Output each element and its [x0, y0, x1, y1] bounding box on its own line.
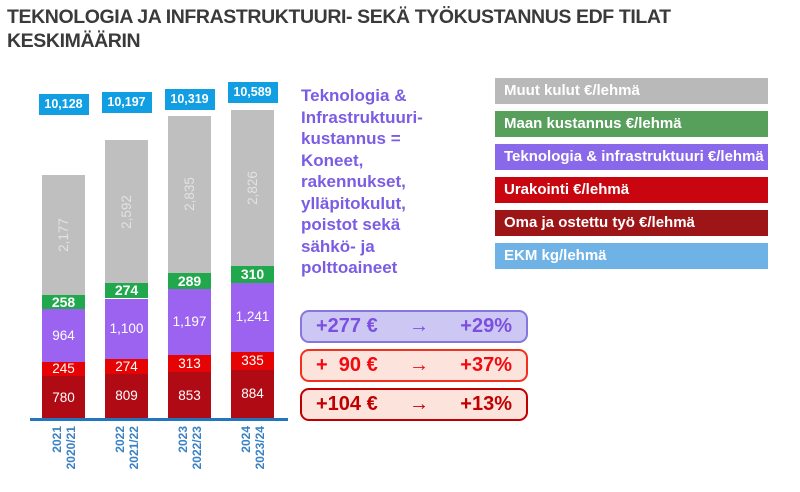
stacked-bar-chart: 780 245 964 258 2,177 10,128 2021 2020/21 809 27…: [0, 0, 320, 492]
bar-segment-label: 335: [241, 352, 264, 368]
bar-segment: [105, 140, 148, 284]
x-axis-label: 2021 2020/21: [49, 426, 78, 470]
bar-segment-label: 258: [51, 294, 76, 310]
change-box: +277 € → +29%: [300, 310, 528, 343]
bar-segment: [231, 110, 274, 267]
bar-segment-label: 853: [178, 387, 201, 403]
bar-segment: [42, 174, 85, 295]
bar-segment-label: 2,835: [181, 177, 197, 212]
bar-segment: 853: [168, 371, 211, 419]
bar-segment: 1,197: [168, 288, 211, 355]
change-summary: +277 € → +29% + 90 € → +37% +104 € → +13%: [300, 310, 528, 427]
x-axis-label: 2024 2023/24: [238, 426, 267, 470]
bar-segment-label: 274: [115, 359, 138, 375]
legend-item: Oma ja ostettu työ €/lehmä: [495, 210, 768, 236]
bar-segment: 780: [42, 375, 85, 419]
bar-segment-label: 245: [52, 361, 75, 377]
bar-segment-label: 289: [177, 272, 202, 289]
change-percent: +37%: [460, 354, 512, 376]
bar-segment-label: 313: [178, 355, 201, 371]
chart-title: TEKNOLOGIA JA INFRASTRUKTUURI- SEKÄ TYÖK…: [7, 6, 671, 52]
legend-item: EKM kg/lehmä: [495, 243, 768, 269]
bar-segment: 245: [42, 362, 85, 376]
bar-segment: 274: [105, 359, 148, 375]
x-axis-line: [30, 418, 288, 421]
bar-segment: 809: [105, 374, 148, 419]
bar-segment: 884: [231, 370, 274, 419]
bar-segment: 1,241: [231, 283, 274, 352]
ekm-value-box: 10,197: [101, 92, 152, 114]
bar-segment-label: 1,241: [235, 309, 270, 325]
bar-segment-label: 2,177: [55, 218, 71, 252]
arrow-icon: →: [409, 354, 429, 376]
bar-segment-label: 310: [240, 266, 265, 283]
bar-segment-label: 809: [115, 388, 138, 404]
bar-segment-label: 274: [114, 282, 139, 299]
legend-item: Urakointi €/lehmä: [495, 177, 768, 203]
note-text: Teknologia & Infrastruktuuri- kustannus …: [301, 86, 423, 277]
bar-segment-label: 1,100: [109, 320, 144, 336]
change-amount: +104 €: [316, 393, 378, 415]
bar-segment: 313: [168, 354, 211, 372]
change-percent: +13%: [460, 393, 512, 415]
bar-segment-label: 2,826: [244, 171, 260, 205]
change-box: +104 € → +13%: [300, 388, 528, 421]
ekm-value-box: 10,589: [227, 82, 278, 103]
bar-segment-label: 964: [52, 328, 75, 344]
change-percent: +29%: [460, 315, 512, 337]
bar-segment: 1,100: [105, 298, 148, 360]
bar-segment: 964: [42, 309, 85, 363]
x-axis-label: 2022 2021/22: [112, 426, 141, 470]
ekm-value-box: 10,128: [38, 94, 89, 115]
bar-segment-label: 780: [52, 389, 75, 405]
legend-item: Teknologia & infrastruktuuri €/lehmä: [495, 144, 768, 170]
change-box: + 90 € → +37%: [300, 349, 528, 382]
arrow-icon: →: [409, 315, 429, 337]
ekm-value-box: 10,319: [164, 89, 215, 110]
bar-segment: 274: [105, 282, 148, 299]
change-amount: +277 €: [316, 315, 378, 337]
bar-segment: 289: [168, 272, 211, 289]
change-amount: + 90 €: [316, 354, 378, 376]
bar-segment-label: 1,197: [172, 313, 207, 329]
bar-segment-label: 884: [241, 386, 264, 402]
x-axis-label: 2023 2022/23: [175, 426, 204, 470]
legend: Muut kulut €/lehmä Maan kustannus €/lehmä…: [495, 78, 768, 276]
legend-item: Maan kustannus €/lehmä: [495, 111, 768, 137]
bar-segment: [168, 116, 211, 273]
arrow-icon: →: [409, 393, 429, 415]
bar-segment: 258: [42, 295, 85, 309]
legend-item: Muut kulut €/lehmä: [495, 78, 768, 104]
bar-segment: 335: [231, 351, 274, 371]
bar-segment-label: 2,592: [118, 194, 134, 229]
bar-segment: 310: [231, 266, 274, 284]
